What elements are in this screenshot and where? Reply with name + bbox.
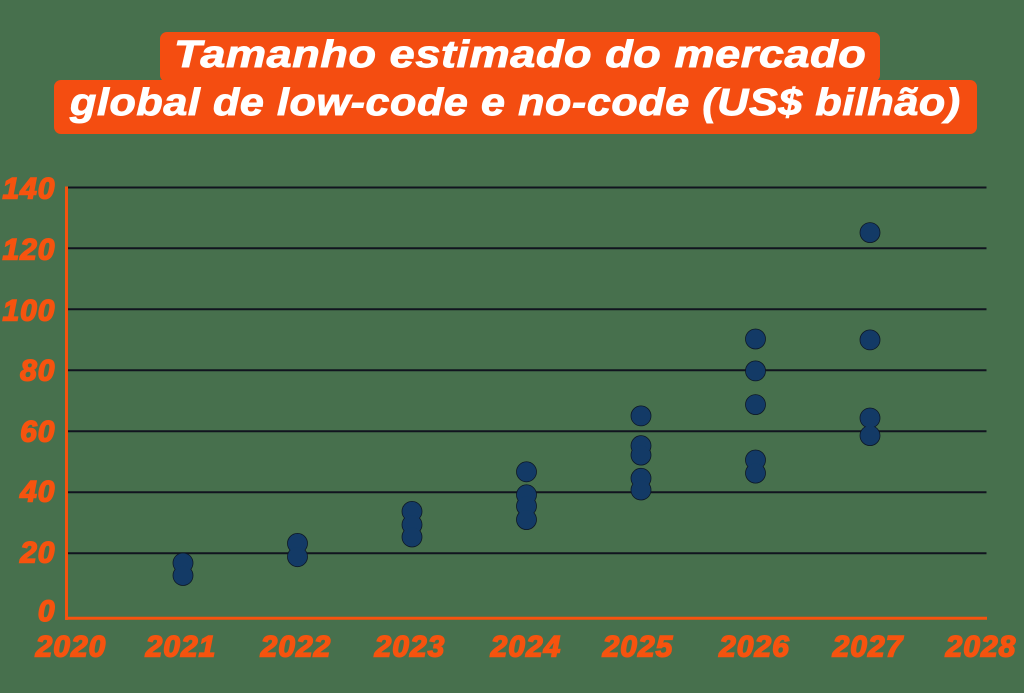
svg-text:100: 100 (2, 294, 55, 327)
svg-text:120: 120 (2, 233, 55, 266)
svg-text:2024: 2024 (490, 631, 562, 664)
svg-text:2026: 2026 (718, 631, 790, 664)
svg-text:140: 140 (2, 173, 55, 206)
svg-text:40: 40 (19, 475, 55, 508)
svg-text:2020: 2020 (35, 631, 107, 664)
svg-text:60: 60 (20, 415, 55, 448)
svg-text:0: 0 (38, 595, 56, 628)
svg-text:2023: 2023 (374, 631, 446, 664)
svg-text:2028: 2028 (945, 631, 1017, 664)
svg-text:20: 20 (19, 536, 55, 569)
svg-text:2022: 2022 (260, 631, 332, 664)
svg-text:80: 80 (20, 355, 55, 388)
svg-text:2021: 2021 (145, 631, 217, 664)
svg-text:2027: 2027 (832, 631, 904, 664)
svg-text:2025: 2025 (602, 631, 674, 664)
